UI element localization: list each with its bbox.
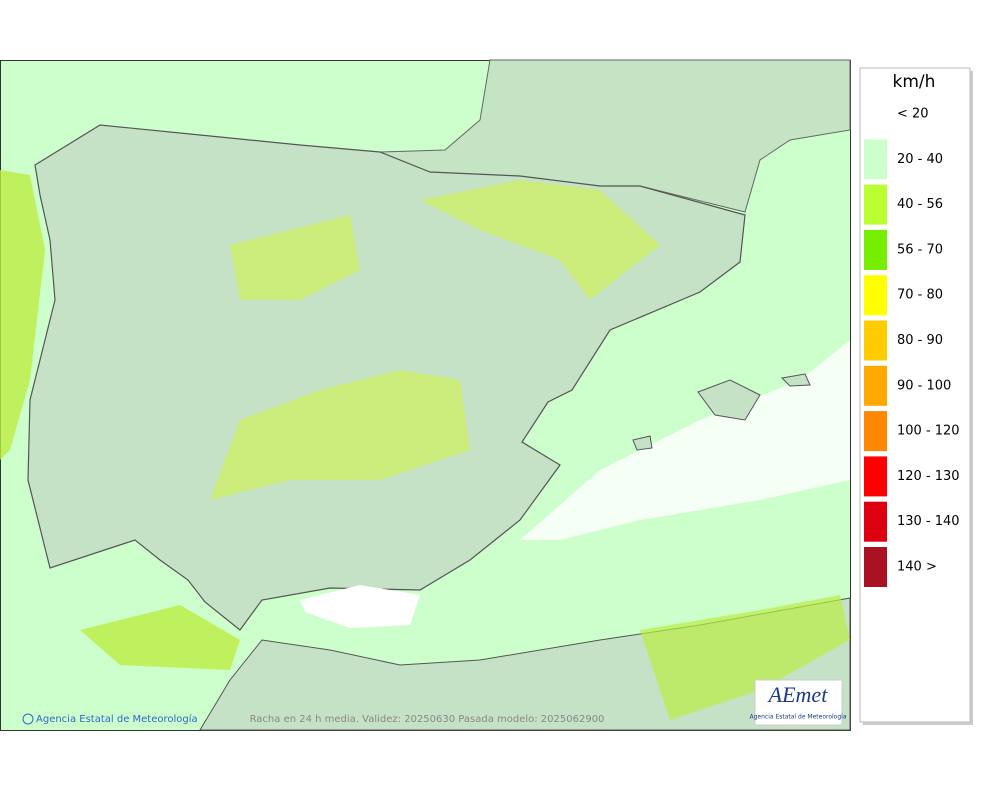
calm-area <box>300 585 420 628</box>
legend-swatch <box>864 547 887 587</box>
ibiza <box>632 435 653 451</box>
legend-label: 40 - 56 <box>897 197 943 212</box>
map-area <box>0 59 851 731</box>
mallorca <box>697 379 761 421</box>
legend-label: 120 - 130 <box>897 469 960 484</box>
legend-label: 80 - 90 <box>897 333 943 348</box>
logo-subtitle: Agencia Estatal de Meteorología <box>750 714 847 721</box>
gust-area <box>0 170 45 460</box>
gust-area <box>80 605 240 670</box>
logo-name: AEmet <box>767 682 829 707</box>
legend-unit: km/h <box>893 72 936 92</box>
calm-area <box>520 340 850 540</box>
legend-swatch <box>864 275 887 316</box>
legend-swatch <box>864 365 887 406</box>
legend-label: 90 - 100 <box>897 378 951 393</box>
legend-swatch <box>864 139 887 180</box>
legend-swatch <box>864 456 887 497</box>
logo-box <box>754 679 843 726</box>
menorca <box>780 373 811 387</box>
legend-label: 140 > <box>897 560 937 575</box>
copyright-icon <box>22 713 34 725</box>
credit: Agencia Estatal de Meteorología <box>36 713 198 725</box>
legend-swatch <box>864 229 887 270</box>
legend-label: < 20 <box>897 107 929 122</box>
gust-area <box>640 595 850 720</box>
gust-area <box>230 215 360 300</box>
legend-swatch <box>864 184 887 225</box>
legend-swatch <box>864 501 887 542</box>
legend-label: 70 - 80 <box>897 288 943 303</box>
legend-label: 100 - 120 <box>897 424 960 439</box>
legend-label: 20 - 40 <box>897 152 943 167</box>
legend-label: 130 - 140 <box>897 514 960 529</box>
legend-label: 56 - 70 <box>897 242 943 257</box>
legend-swatch <box>864 411 887 452</box>
legend-swatch <box>864 320 887 361</box>
gust-area <box>210 370 470 500</box>
caption: Racha en 24 h media. Validez: 20250630 P… <box>250 714 605 725</box>
gust-area <box>420 180 660 300</box>
legend-items: < 20 20 - 40 40 - 56 56 - 70 70 - 80 80 - 90 9… <box>864 107 960 587</box>
